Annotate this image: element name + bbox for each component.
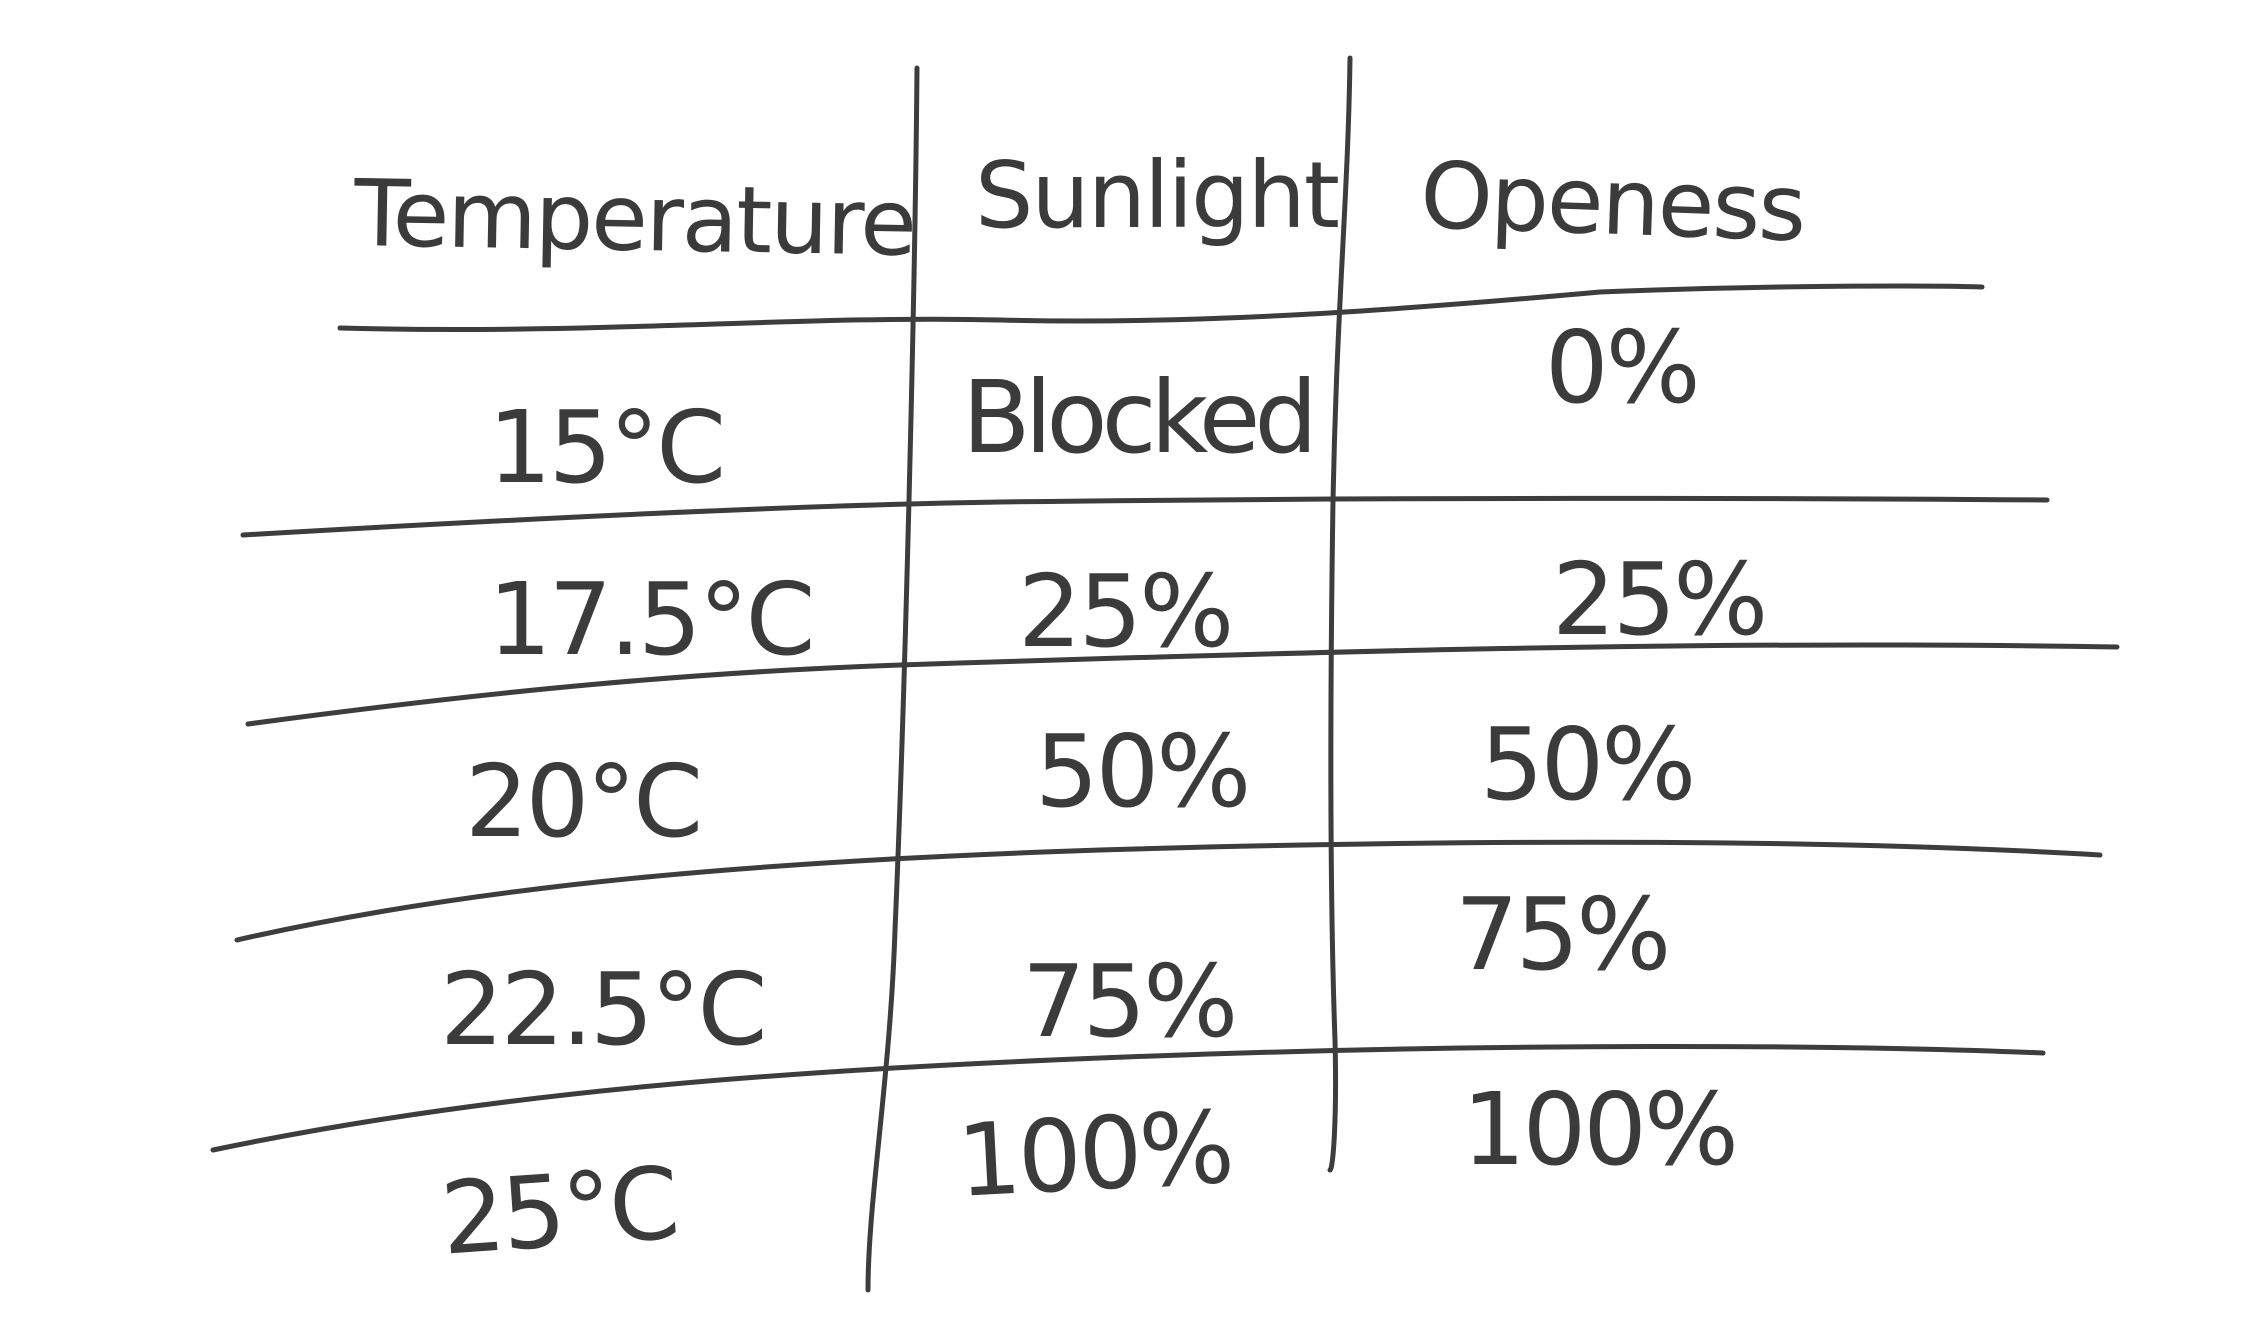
row-4-temperature: 22.5°C <box>440 951 767 1068</box>
row-2-openness: 25% <box>1552 541 1768 658</box>
row-1-temperature: 15°C <box>488 389 726 506</box>
row-3-sunlight: 50% <box>1035 713 1251 830</box>
header-temperature: Temperature <box>353 160 916 277</box>
horizontal-rule-3 <box>245 642 2120 727</box>
row-3-openness: 50% <box>1480 706 1696 823</box>
horizontal-rule-1 <box>337 283 1985 333</box>
row-2-temperature: 17.5°C <box>488 561 815 678</box>
row-4-openness: 75% <box>1455 876 1671 993</box>
vertical-divider-2 <box>1327 55 1353 1173</box>
horizontal-rule-2 <box>240 495 2050 538</box>
horizontal-rule-5 <box>210 1043 2046 1153</box>
header-sunlight: Sunlight <box>975 142 1340 249</box>
row-1-openness: 0% <box>1545 309 1701 426</box>
row-2-sunlight: 25% <box>1018 553 1234 670</box>
row-5-openness: 100% <box>1462 1071 1739 1188</box>
row-5-sunlight: 100% <box>954 1088 1235 1220</box>
row-5-temperature: 25°C <box>437 1144 681 1278</box>
row-1-sunlight: Blocked <box>962 359 1318 476</box>
vertical-divider-1 <box>865 65 920 1293</box>
header-openness: Openess <box>1418 142 1807 263</box>
row-4-sunlight: 75% <box>1022 943 1238 1060</box>
horizontal-rule-4 <box>234 839 2103 943</box>
row-3-temperature: 20°C <box>465 743 703 860</box>
